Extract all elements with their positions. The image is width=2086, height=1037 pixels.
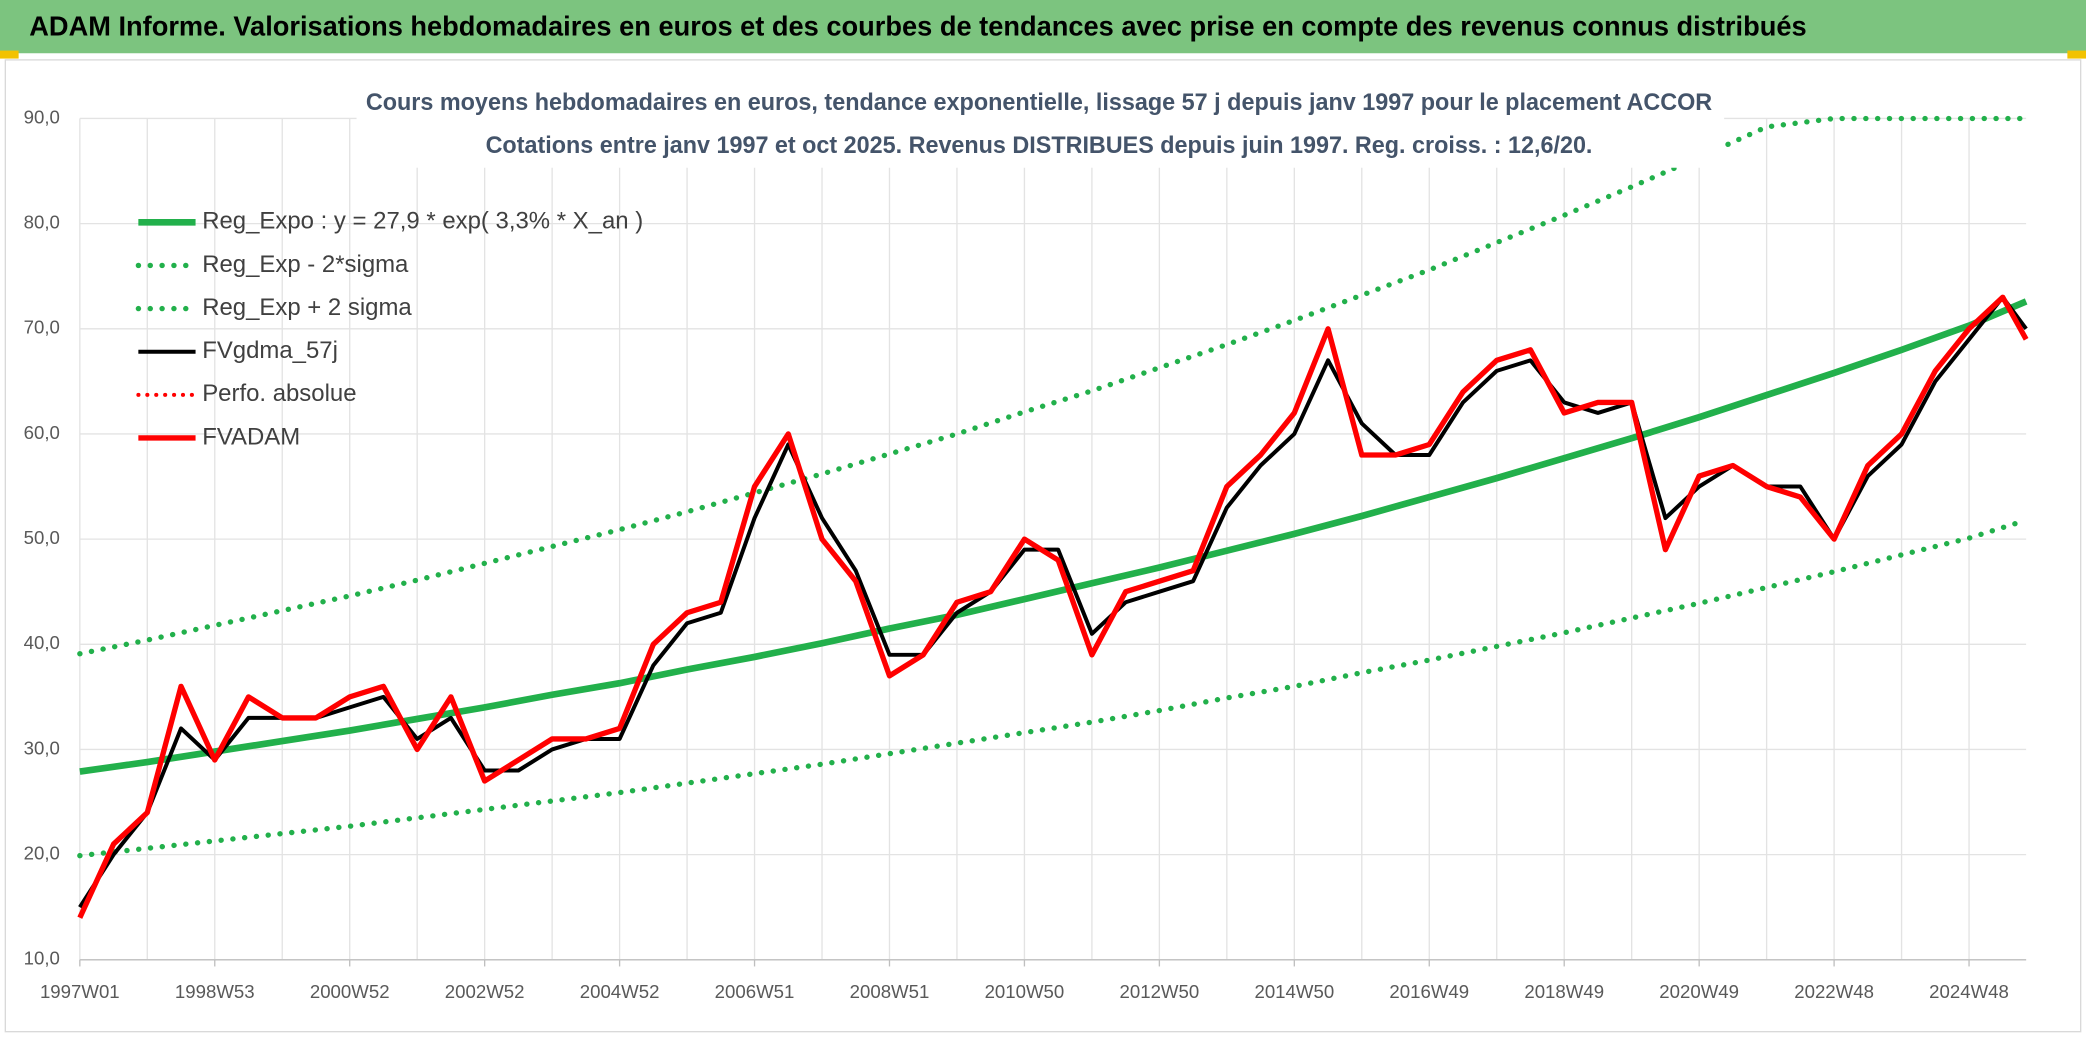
legend-label: Reg_Exp - 2*sigma	[202, 251, 409, 278]
x-tick-label: 2004W52	[580, 981, 660, 1002]
y-tick-label: 90,0	[24, 106, 60, 127]
legend-label: Perfo. absolue	[202, 380, 356, 407]
y-tick-label: 70,0	[24, 317, 60, 338]
y-tick-label: 10,0	[24, 948, 60, 969]
x-tick-label: 2020W49	[1659, 981, 1739, 1002]
x-tick-label: 2008W51	[850, 981, 930, 1002]
x-tick-label: 2012W50	[1120, 981, 1200, 1002]
series-line	[79, 298, 2028, 775]
x-tick-label: 2014W50	[1254, 981, 1334, 1002]
corner	[0, 50, 19, 59]
series-line	[77, 294, 2029, 919]
y-tick-label: 40,0	[24, 632, 60, 653]
legend: Reg_Expo : y = 27,9 * exp( 3,3% * X_an )…	[135, 208, 643, 450]
y-tick-label: 30,0	[24, 737, 60, 758]
series-line	[77, 115, 2029, 657]
x-tick-label: 2010W50	[985, 981, 1065, 1002]
x-tick-label: 2002W52	[445, 981, 525, 1002]
x-tick-label: 2022W48	[1794, 981, 1874, 1002]
y-tick-label: 50,0	[24, 527, 60, 548]
chart-subtitle: Cotations entre janv 1997 et oct 2025. R…	[486, 132, 1593, 159]
x-tick-label: 1998W53	[175, 981, 255, 1002]
header-band	[0, 0, 2086, 54]
legend-label: Reg_Expo : y = 27,9 * exp( 3,3% * X_an )	[202, 208, 643, 235]
y-tick-label: 80,0	[24, 212, 60, 233]
x-tick-label: 2018W49	[1524, 981, 1604, 1002]
corner	[2067, 50, 2086, 59]
title-box	[356, 79, 1725, 168]
chart-frame	[4, 59, 2082, 1033]
y-tick-label: 60,0	[24, 422, 60, 443]
x-tick-label: 1997W01	[40, 981, 120, 1002]
x-tick-label: 2006W51	[715, 981, 795, 1002]
legend-label: Reg_Exp + 2 sigma	[202, 294, 412, 321]
x-tick-label: 2000W52	[310, 981, 390, 1002]
legend-label: FVADAM	[202, 423, 300, 450]
x-tick-label: 2024W48	[1929, 981, 2009, 1002]
legend-label: FVgdma_57j	[202, 337, 338, 364]
header-title: ADAM Informe. Valorisations hebdomadaire…	[29, 10, 1806, 41]
x-tick-label: 2016W49	[1389, 981, 1469, 1002]
chart-title: Cours moyens hebdomadaires en euros, ten…	[366, 89, 1712, 116]
y-tick-label: 20,0	[24, 843, 60, 864]
